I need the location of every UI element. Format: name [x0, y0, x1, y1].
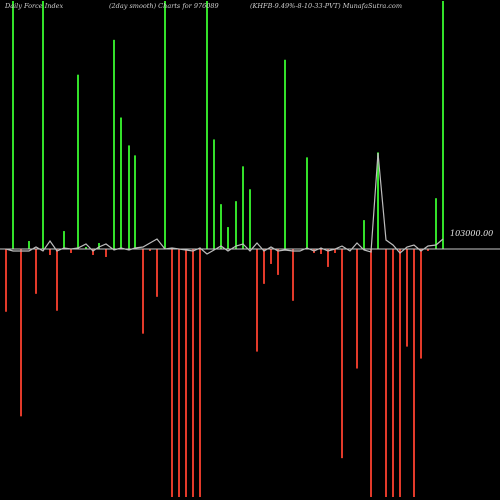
- bar-negative: [413, 249, 415, 498]
- bar-positive: [435, 198, 437, 249]
- bar-negative: [70, 249, 72, 253]
- bar-negative: [199, 249, 201, 498]
- bar-positive: [306, 157, 308, 249]
- bar-positive: [128, 145, 130, 249]
- bar-negative: [427, 249, 429, 251]
- bar-negative: [392, 249, 394, 498]
- baseline-value-label: 103000.00: [450, 229, 494, 238]
- bar-positive: [164, 0, 166, 249]
- bar-positive: [242, 166, 244, 249]
- bar-positive: [28, 241, 30, 249]
- bar-negative: [385, 249, 387, 498]
- bar-negative: [149, 249, 151, 251]
- bar-negative: [156, 249, 158, 297]
- bar-negative: [356, 249, 358, 369]
- bar-positive: [206, 0, 208, 249]
- bar-positive: [113, 39, 115, 250]
- bar-negative: [420, 249, 422, 359]
- bar-positive: [220, 204, 222, 249]
- bar-positive: [284, 59, 286, 250]
- bar-negative: [256, 249, 258, 352]
- bar-negative: [142, 249, 144, 334]
- bar-positive: [442, 0, 444, 249]
- bar-positive: [85, 247, 87, 249]
- smooth-line: [5, 152, 444, 255]
- chart-header-middle: (2day smooth) Charts for 976089: [109, 2, 219, 10]
- bar-negative: [399, 249, 401, 498]
- bar-positive: [12, 0, 14, 249]
- bar-positive: [63, 231, 65, 249]
- bar-positive: [120, 117, 122, 249]
- bar-negative: [20, 249, 22, 417]
- bar-negative: [92, 249, 94, 255]
- bar-negative: [5, 249, 7, 312]
- bar-negative: [277, 249, 279, 275]
- bar-negative: [406, 249, 408, 347]
- bar-positive: [249, 189, 251, 249]
- bar-negative: [292, 249, 294, 301]
- bar-negative: [185, 249, 187, 498]
- chart-header-left: Daily Force Index: [5, 2, 64, 10]
- bar-positive: [77, 74, 79, 249]
- bars-group: [5, 0, 444, 498]
- bar-negative: [334, 249, 336, 253]
- bar-negative: [341, 249, 343, 459]
- bar-negative: [270, 249, 272, 264]
- bar-positive: [227, 227, 229, 249]
- bar-negative: [171, 249, 173, 498]
- bar-negative: [178, 249, 180, 498]
- bar-negative: [263, 249, 265, 284]
- bar-positive: [134, 155, 136, 249]
- bar-negative: [370, 249, 372, 498]
- bar-negative: [35, 249, 37, 294]
- bar-negative: [320, 249, 322, 254]
- bar-negative: [56, 249, 58, 311]
- bar-negative: [327, 249, 329, 267]
- chart-header-right: (KHFB-9.49%-8-10-33-PVT) MunafaSutra.com: [250, 2, 402, 10]
- bar-positive: [213, 139, 215, 249]
- bar-negative: [49, 249, 51, 255]
- bar-negative: [105, 249, 107, 257]
- bar-positive: [377, 152, 379, 249]
- bar-negative: [192, 249, 194, 498]
- bar-positive: [98, 243, 100, 249]
- bar-positive: [235, 201, 237, 249]
- bar-positive: [42, 0, 44, 249]
- bar-positive: [363, 220, 365, 249]
